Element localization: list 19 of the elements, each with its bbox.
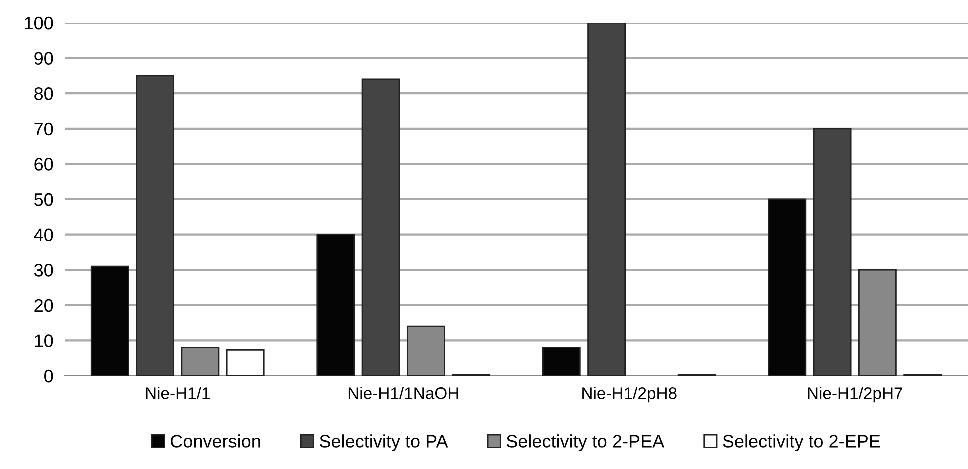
y-tick-label: 60 (34, 158, 54, 171)
y-tick-label: 50 (34, 193, 54, 206)
y-tick-label: 20 (34, 299, 54, 312)
y-tick-label: 40 (34, 228, 54, 242)
y-tick-label: 80 (34, 88, 54, 100)
legend-label: Selectivity to 2-EPE (723, 434, 880, 452)
y-tick-label: 30 (34, 264, 54, 277)
x-tick-label: Nie-H1/1 (146, 387, 210, 400)
y-tick-label: 10 (35, 334, 54, 348)
y-tick-label: 90 (34, 52, 54, 66)
y-tick-label: 70 (34, 122, 54, 136)
legend-label: Conversion (171, 434, 260, 448)
legend-label: Selectivity to PA (320, 434, 448, 452)
y-tick-label: 0 (44, 370, 54, 383)
x-tick-label: Nie-H1/2pH7 (808, 387, 902, 403)
y-tick-label: 100 (25, 16, 54, 30)
x-tick-label: Nie-H1/2pH8 (582, 387, 677, 403)
x-tick-label: Nie-H1/1NaOH (348, 387, 458, 400)
legend-label: Selectivity to 2-PEA (506, 434, 665, 452)
